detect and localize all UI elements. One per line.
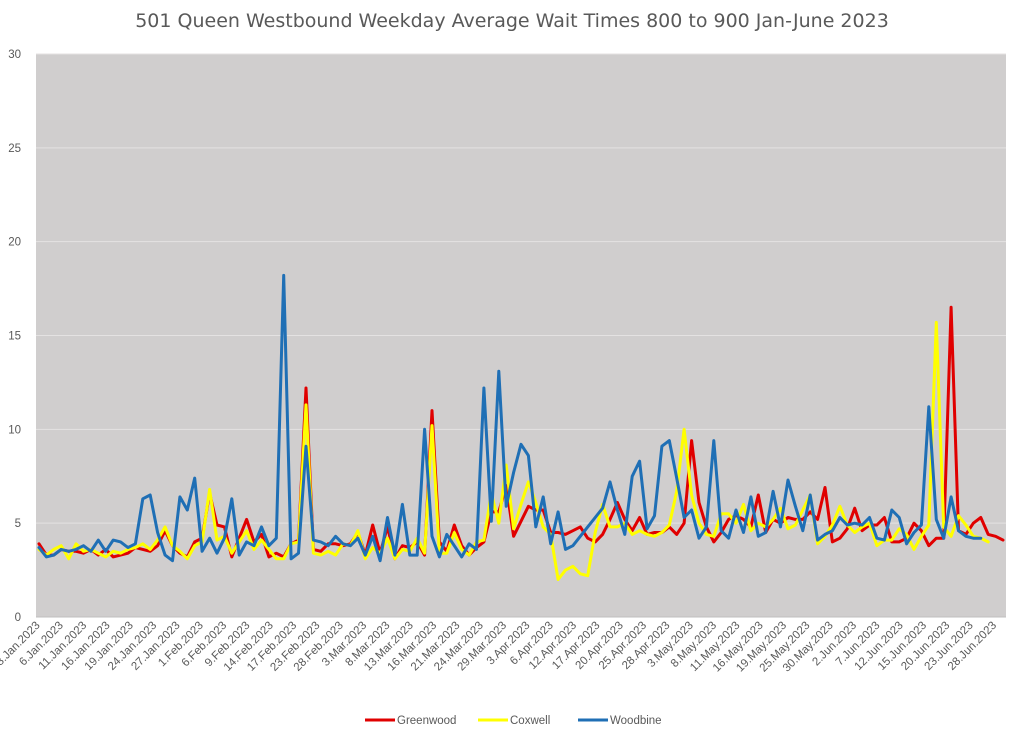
x-axis-tick-labels: 3.Jan.20236.Jan.202311.Jan.202316.Jan.20… — [0, 620, 999, 675]
y-tick-label: 25 — [8, 143, 21, 155]
series-line-woodbine — [37, 273, 983, 563]
y-tick-label: 20 — [8, 237, 21, 249]
y-tick-label: 10 — [8, 424, 21, 436]
legend-label-woodbine: Woodbine — [610, 715, 662, 727]
legend: Greenwood Coxwell Woodbine — [365, 715, 662, 727]
legend-label-greenwood: Greenwood — [397, 715, 456, 727]
y-tick-label: 5 — [15, 518, 21, 530]
legend-label-coxwell: Coxwell — [510, 715, 550, 727]
series-line-coxwell — [37, 320, 990, 581]
series-lines — [37, 273, 1005, 581]
chart-title: 501 Queen Westbound Weekday Average Wait… — [135, 10, 889, 32]
y-tick-label: 0 — [15, 612, 21, 624]
y-tick-label: 30 — [8, 49, 21, 61]
y-tick-label: 15 — [8, 331, 21, 343]
y-axis-tick-labels: 0 5 10 15 20 25 30 — [8, 49, 21, 624]
